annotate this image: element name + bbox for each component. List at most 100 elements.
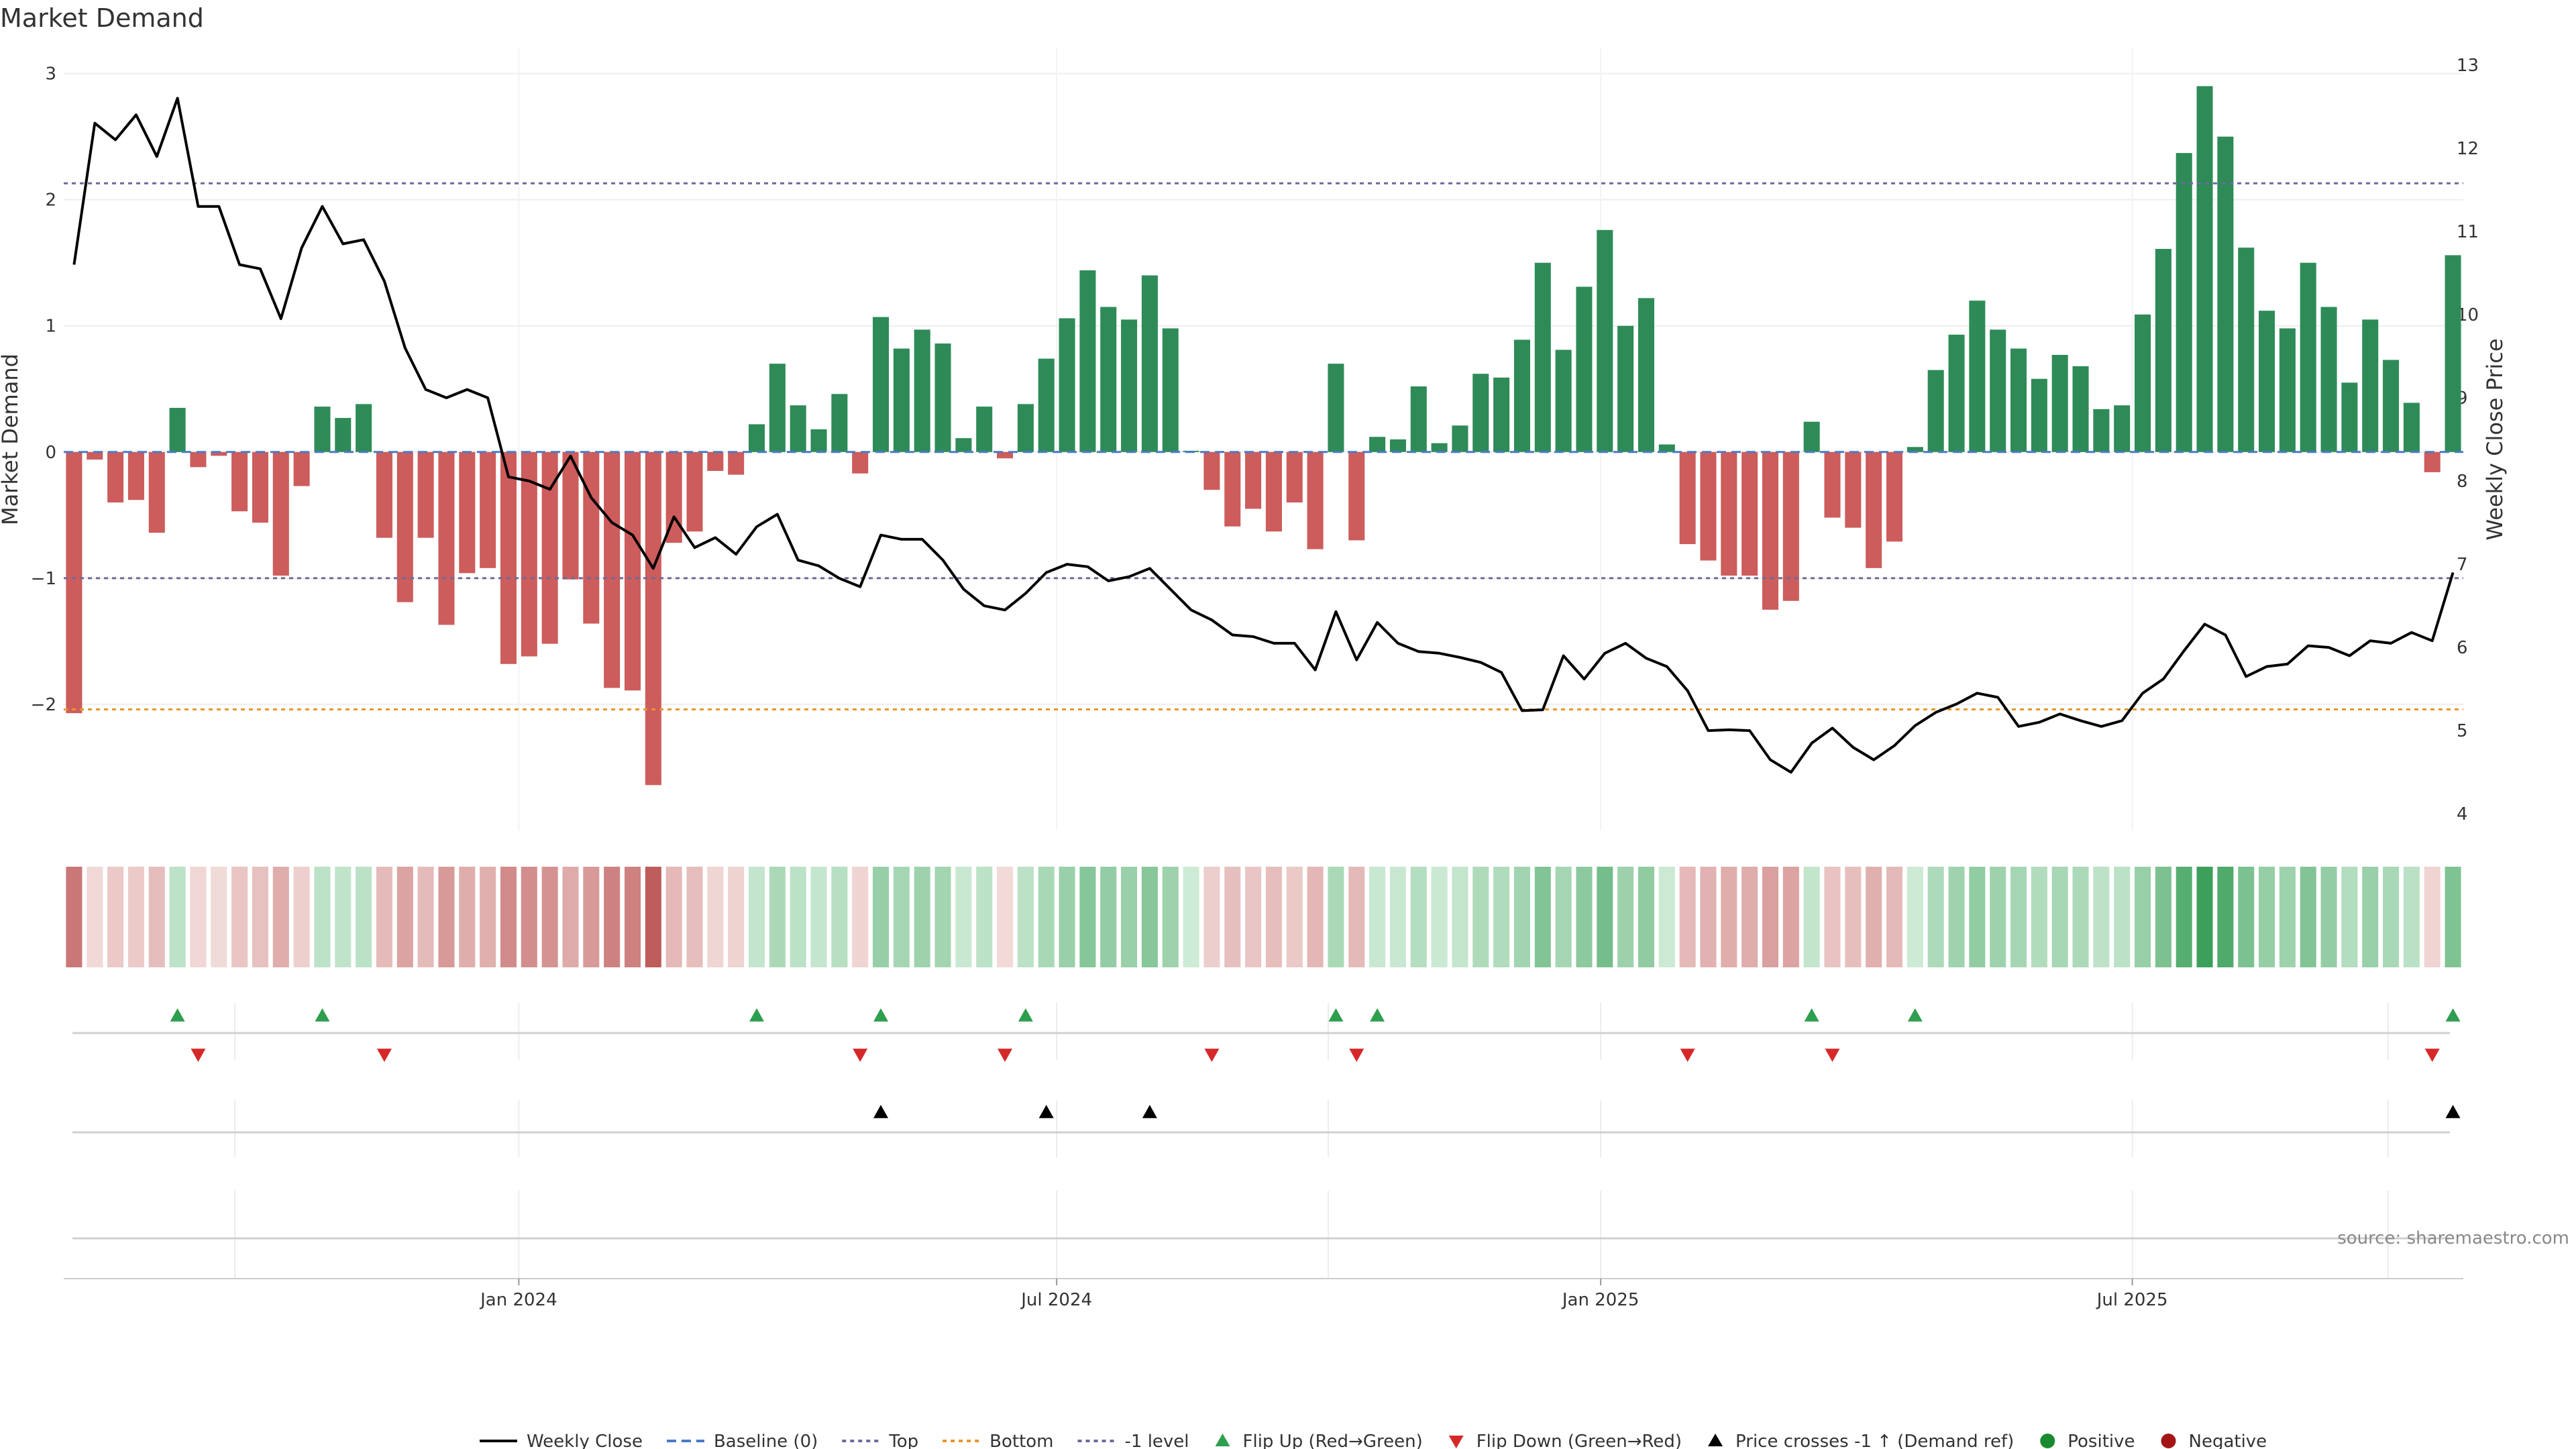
heat-strip-cell [1886,867,1903,967]
heat-strip-cell [1679,867,1696,967]
heat-strip-cell [211,867,227,967]
positive-demand-bar [1410,386,1427,452]
flip-down-marker [2424,1049,2440,1062]
heat-strip-cell [1741,867,1758,967]
heat-strip-cell [66,867,83,967]
positive-demand-bar [1597,229,1613,452]
negative-demand-bar [148,451,165,533]
heat-strip-cell [2196,867,2213,967]
heat-strip-cell [748,867,765,967]
heat-strip-cell [1286,867,1303,967]
negative-demand-bar [1245,451,1262,509]
positive-demand-bar [356,404,372,452]
positive-demand-bar [1472,374,1489,452]
flip-up-marker [749,1008,765,1022]
heat-strip-cell [2341,867,2358,967]
positive-demand-bar [2279,328,2296,452]
negative-demand-bar [396,451,413,602]
heat-strip-cell [2424,867,2440,967]
heat-strip-cell [480,867,496,967]
negative-demand-bar [1866,451,1882,568]
positive-demand-bar [1059,318,1075,452]
heat-strip-cell [1328,867,1344,967]
negative-demand-bar [376,451,392,538]
heat-strip-cell [1638,867,1654,967]
heat-strip-cell [2010,867,2027,967]
positive-demand-bar [2093,409,2110,452]
heat-strip-cell [624,867,641,967]
flip-down-marker [853,1049,868,1062]
positive-demand-bar [2238,248,2255,452]
heat-strip-cell [2135,867,2151,967]
legend-label-negative: Negative [2189,1432,2267,1449]
positive-demand-bar [2051,354,2068,452]
heat-strip-cell [2445,867,2461,967]
positive-demand-bar [810,429,827,452]
positive-demand-bar [976,407,993,452]
legend-label-positive: Positive [2068,1432,2135,1449]
legend-label-flip-down: Flip Down (Green→Red) [1477,1432,1682,1449]
positive-demand-bar [1493,377,1510,452]
flip-down-marker [1349,1049,1364,1062]
positive-demand-bar [2010,348,2027,452]
x-tick-label: Jan 2025 [1561,1290,1640,1310]
heat-strip-cell [2176,867,2192,967]
positive-demand-bar [2259,311,2275,452]
negative-demand-bar [541,451,558,644]
heat-strip-cell [1866,867,1882,967]
heat-strip-cell [1907,867,1923,967]
heat-strip-cell [893,867,910,967]
positive-demand-bar [314,407,331,452]
chart-title: Market Demand [0,3,204,33]
legend-swatch-marker [2040,1434,2055,1448]
heat-strip-cell [1948,867,1965,967]
negative-demand-bar [107,451,124,503]
flip-up-marker [2445,1008,2461,1022]
heat-strip-cell [376,867,392,967]
heat-strip-cell [790,867,806,967]
negative-demand-bar [1886,451,1903,542]
heat-strip-cell [1658,867,1675,967]
heat-strip-cell [1576,867,1593,967]
heat-strip-cell [1927,867,1944,967]
heat-strip-cell [396,867,413,967]
negative-demand-bar [852,451,869,474]
heat-strip-cell [1762,867,1779,967]
negative-demand-bar [293,451,310,486]
y-left-axis-title: Market Demand [0,354,23,525]
negative-demand-bar [604,451,621,688]
y-left-tick-label: −1 [31,569,56,589]
positive-demand-bar [1948,334,1965,452]
positive-demand-bar [934,343,951,452]
negative-demand-bar [211,451,227,456]
heat-strip-cell [955,867,972,967]
heat-strip-cell [148,867,165,967]
positive-demand-bar [2155,249,2171,452]
positive-demand-bar [1100,307,1117,452]
heat-strip-cell [1162,867,1179,967]
positive-demand-bar [1162,328,1179,452]
heat-strip-cell [417,867,434,967]
heat-strip-cell [1513,867,1530,967]
flip-up-marker [873,1008,889,1022]
flip-up-marker [315,1008,330,1022]
positive-demand-bar [955,438,972,452]
heat-strip-cell [562,867,579,967]
heat-strip-cell [2072,867,2089,967]
y-left-tick-label: 1 [45,317,56,337]
flip-up-marker [1018,1008,1033,1022]
legend-swatch-marker [1708,1434,1723,1446]
negative-demand-bar [1741,451,1758,576]
legend-label-top: Top [888,1432,918,1449]
positive-demand-bar [1990,329,2006,452]
negative-demand-bar [1307,451,1324,549]
heat-strip-cell [1845,867,1862,967]
positive-demand-bar [1555,350,1572,452]
y-right-tick-label: 5 [2457,721,2468,741]
heat-strip-cell [1410,867,1427,967]
y-right-tick-label: 4 [2457,804,2468,824]
positive-demand-bar [2217,136,2234,452]
heat-strip-cell [2051,867,2068,967]
positive-demand-bar [831,394,848,452]
